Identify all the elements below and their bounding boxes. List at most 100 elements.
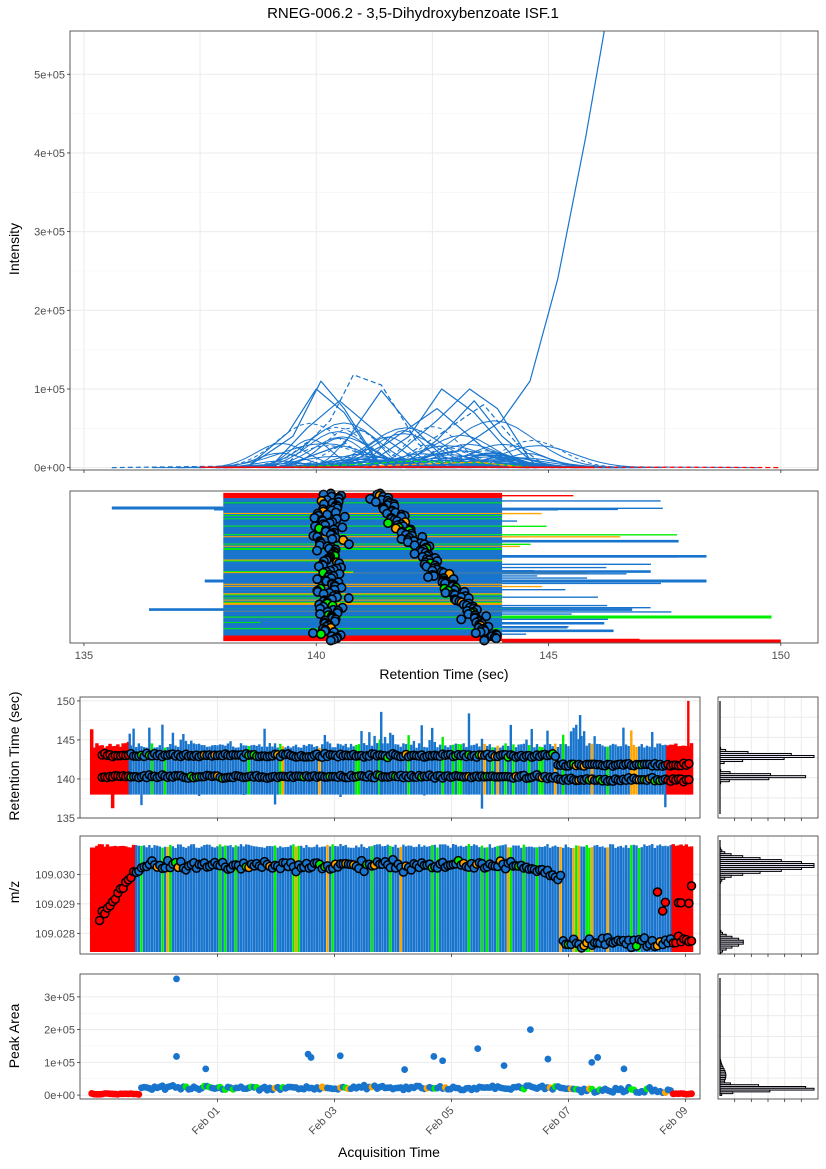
rt-apex-point [308,628,319,639]
area-frame [79,973,701,1100]
area-notable-point [202,1065,210,1073]
area-ytick-label: 3e+05 [44,992,75,1004]
eic-series-line [176,30,605,469]
rt-apex-point [491,633,502,644]
eic-series-line [246,380,433,469]
eic-trace [429,439,635,469]
rt-xtick-label: 150 [772,650,790,662]
rt-apex-point [479,635,490,646]
mz-point [686,881,697,891]
area-notable-point [430,1053,438,1060]
mz-point [684,898,694,909]
area-xtick-label: Feb 05 [424,1105,457,1138]
rt-apex-point [370,496,381,507]
eic-ytick-label: 4e+05 [34,148,65,160]
mz-ytick-label: 109.028 [35,928,75,940]
area-histogram [717,973,819,1102]
area-notable-point [500,1062,508,1070]
area-notable-point [307,1054,315,1061]
mz-vs-time-panel: 109.028 109.029 109.030 [35,835,701,957]
eic-series-line [278,389,484,469]
eic-panel: 0e+00 1e+05 2e+05 3e+05 4e+05 5e+05 [34,30,819,475]
eic-trace [199,422,421,468]
mz-point [676,898,686,908]
area-notable-point [173,1053,180,1060]
area-notable-point [544,1055,552,1063]
rt-xtick-label: 135 [75,650,93,662]
time-x-axis-label: Acquisition Time [338,1144,440,1160]
area-y-axis-label: Peak Area [6,1003,22,1068]
eic-series-line [269,400,429,469]
eic-y-axis-label: Intensity [6,223,22,275]
rtt-ytick-label: 150 [57,696,75,708]
rt-apex-point [456,614,467,625]
mz-ytick-label: 109.029 [35,899,75,911]
area-xtick-label: Feb 01 [190,1105,223,1138]
rtt-ytick-label: 135 [57,813,75,825]
eic-series-line [269,460,540,469]
rt-histogram [717,696,819,821]
mz-point [94,915,105,926]
rtt-apex-point [550,751,561,762]
rt-frame [69,490,819,644]
area-notable-point [474,1045,482,1053]
rt-apex-point [312,545,323,556]
eic-trace [290,459,575,469]
area-ytick-label: 1e+05 [44,1057,75,1069]
rt-ranges-panel: 135 140 145 150 [69,488,819,662]
area-xtick-label: Feb 03 [307,1105,340,1138]
area-bg [80,974,700,1099]
rt-hist-bar [719,761,725,765]
area-xtick-label: Feb 07 [541,1105,574,1138]
rtt-frame [79,696,701,819]
area-notable-point [526,1026,534,1034]
eic-ytick-label: 3e+05 [34,227,65,239]
eic-frame [69,30,819,471]
rt-vs-time-panel: 135 140 145 150 [57,696,701,825]
mz-histogram [717,835,819,957]
mz-point [652,887,663,897]
eic-series-line [283,374,456,469]
rt-xtick-label: 145 [539,650,557,662]
mz-point [660,897,671,908]
area-notable-point [336,1052,344,1060]
eic-series-line [399,400,540,469]
rt-apex-point [440,587,451,598]
rt-apex-point [470,628,481,639]
area-point [688,1090,695,1098]
eic-series-line [385,404,549,469]
rt-apex-point [315,629,326,640]
rt-apex-point [343,593,354,604]
mz-point [555,870,566,881]
eic-series-line [339,408,526,469]
rt-apex-point [339,511,350,522]
rt-time-y-axis-label: Retention Time (sec) [6,691,22,820]
mz-frame [79,835,701,955]
rt-apex-point [312,574,323,585]
eic-ytick-label: 5e+05 [34,69,65,81]
rtt-ytick-label: 145 [57,735,75,747]
eic-ytick-label: 1e+05 [34,384,65,396]
rt-apex-point [409,548,420,559]
rt-xtick-label: 140 [307,650,325,662]
eic-bg [70,31,818,470]
area-notable-point [594,1054,602,1061]
area-vs-time-panel: Feb 01 Feb 03 Feb 05 Feb 07 Feb 09 0e+00 1e+05… [44,973,701,1138]
area-ytick-label: 2e+05 [44,1025,75,1037]
area-notable-point [588,1058,596,1066]
rtt-apex-point [684,774,694,785]
rt-apex-point [423,572,434,583]
rt-apex-point [337,522,348,533]
mz-hist-frame [717,835,819,955]
mz-point [686,936,697,946]
eic-trace [410,450,561,469]
area-point [135,1091,143,1098]
eic-ytick-label: 0e+00 [34,463,65,475]
rt-x-axis-label: Retention Time (sec) [379,666,508,682]
eic-series-line [339,461,526,469]
area-ytick-label: 0e+00 [44,1090,75,1102]
mz-y-axis-label: m/z [6,881,22,904]
rt-apex-point [325,635,336,646]
area-xtick-label: Feb 09 [658,1105,691,1138]
rt-apex-point [343,539,354,550]
